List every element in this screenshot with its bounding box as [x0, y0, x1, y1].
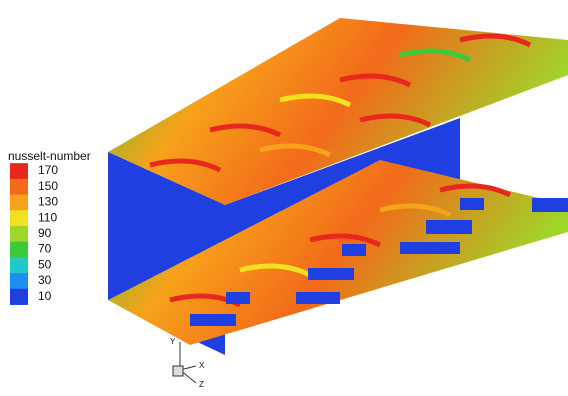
legend-tick-label: 170: [38, 163, 58, 177]
axis-label: Y: [170, 337, 176, 346]
legend-swatch: [10, 194, 28, 211]
legend-swatch: [10, 257, 28, 274]
legend-tick-label: 70: [38, 242, 52, 256]
legend-tick-label: 30: [38, 273, 52, 287]
top-plate: [108, 18, 568, 205]
legend-tick-label: 150: [38, 179, 58, 193]
legend-swatch: [10, 241, 28, 258]
axis-label: Z: [199, 380, 204, 389]
legend-tick-label: 10: [38, 289, 52, 303]
channel-model: [108, 18, 568, 355]
legend-tick-label: 50: [38, 257, 52, 271]
axis-triad: Y X Z: [170, 337, 205, 389]
legend-swatch: [10, 178, 28, 196]
legend-tick-label: 130: [38, 195, 58, 209]
legend-swatch: [10, 288, 28, 305]
axis-label: X: [199, 361, 205, 370]
legend-swatch: [10, 225, 28, 243]
legend-tick-label: 90: [38, 226, 52, 240]
legend-tick-label: 110: [38, 210, 57, 224]
top-vortex-streaks: [149, 33, 532, 173]
legend-swatch: [10, 163, 28, 180]
legend-swatch: [10, 210, 28, 227]
legend-title: nusselt-number: [8, 149, 91, 163]
baffles: [190, 198, 568, 326]
legend-swatch: [10, 273, 28, 290]
